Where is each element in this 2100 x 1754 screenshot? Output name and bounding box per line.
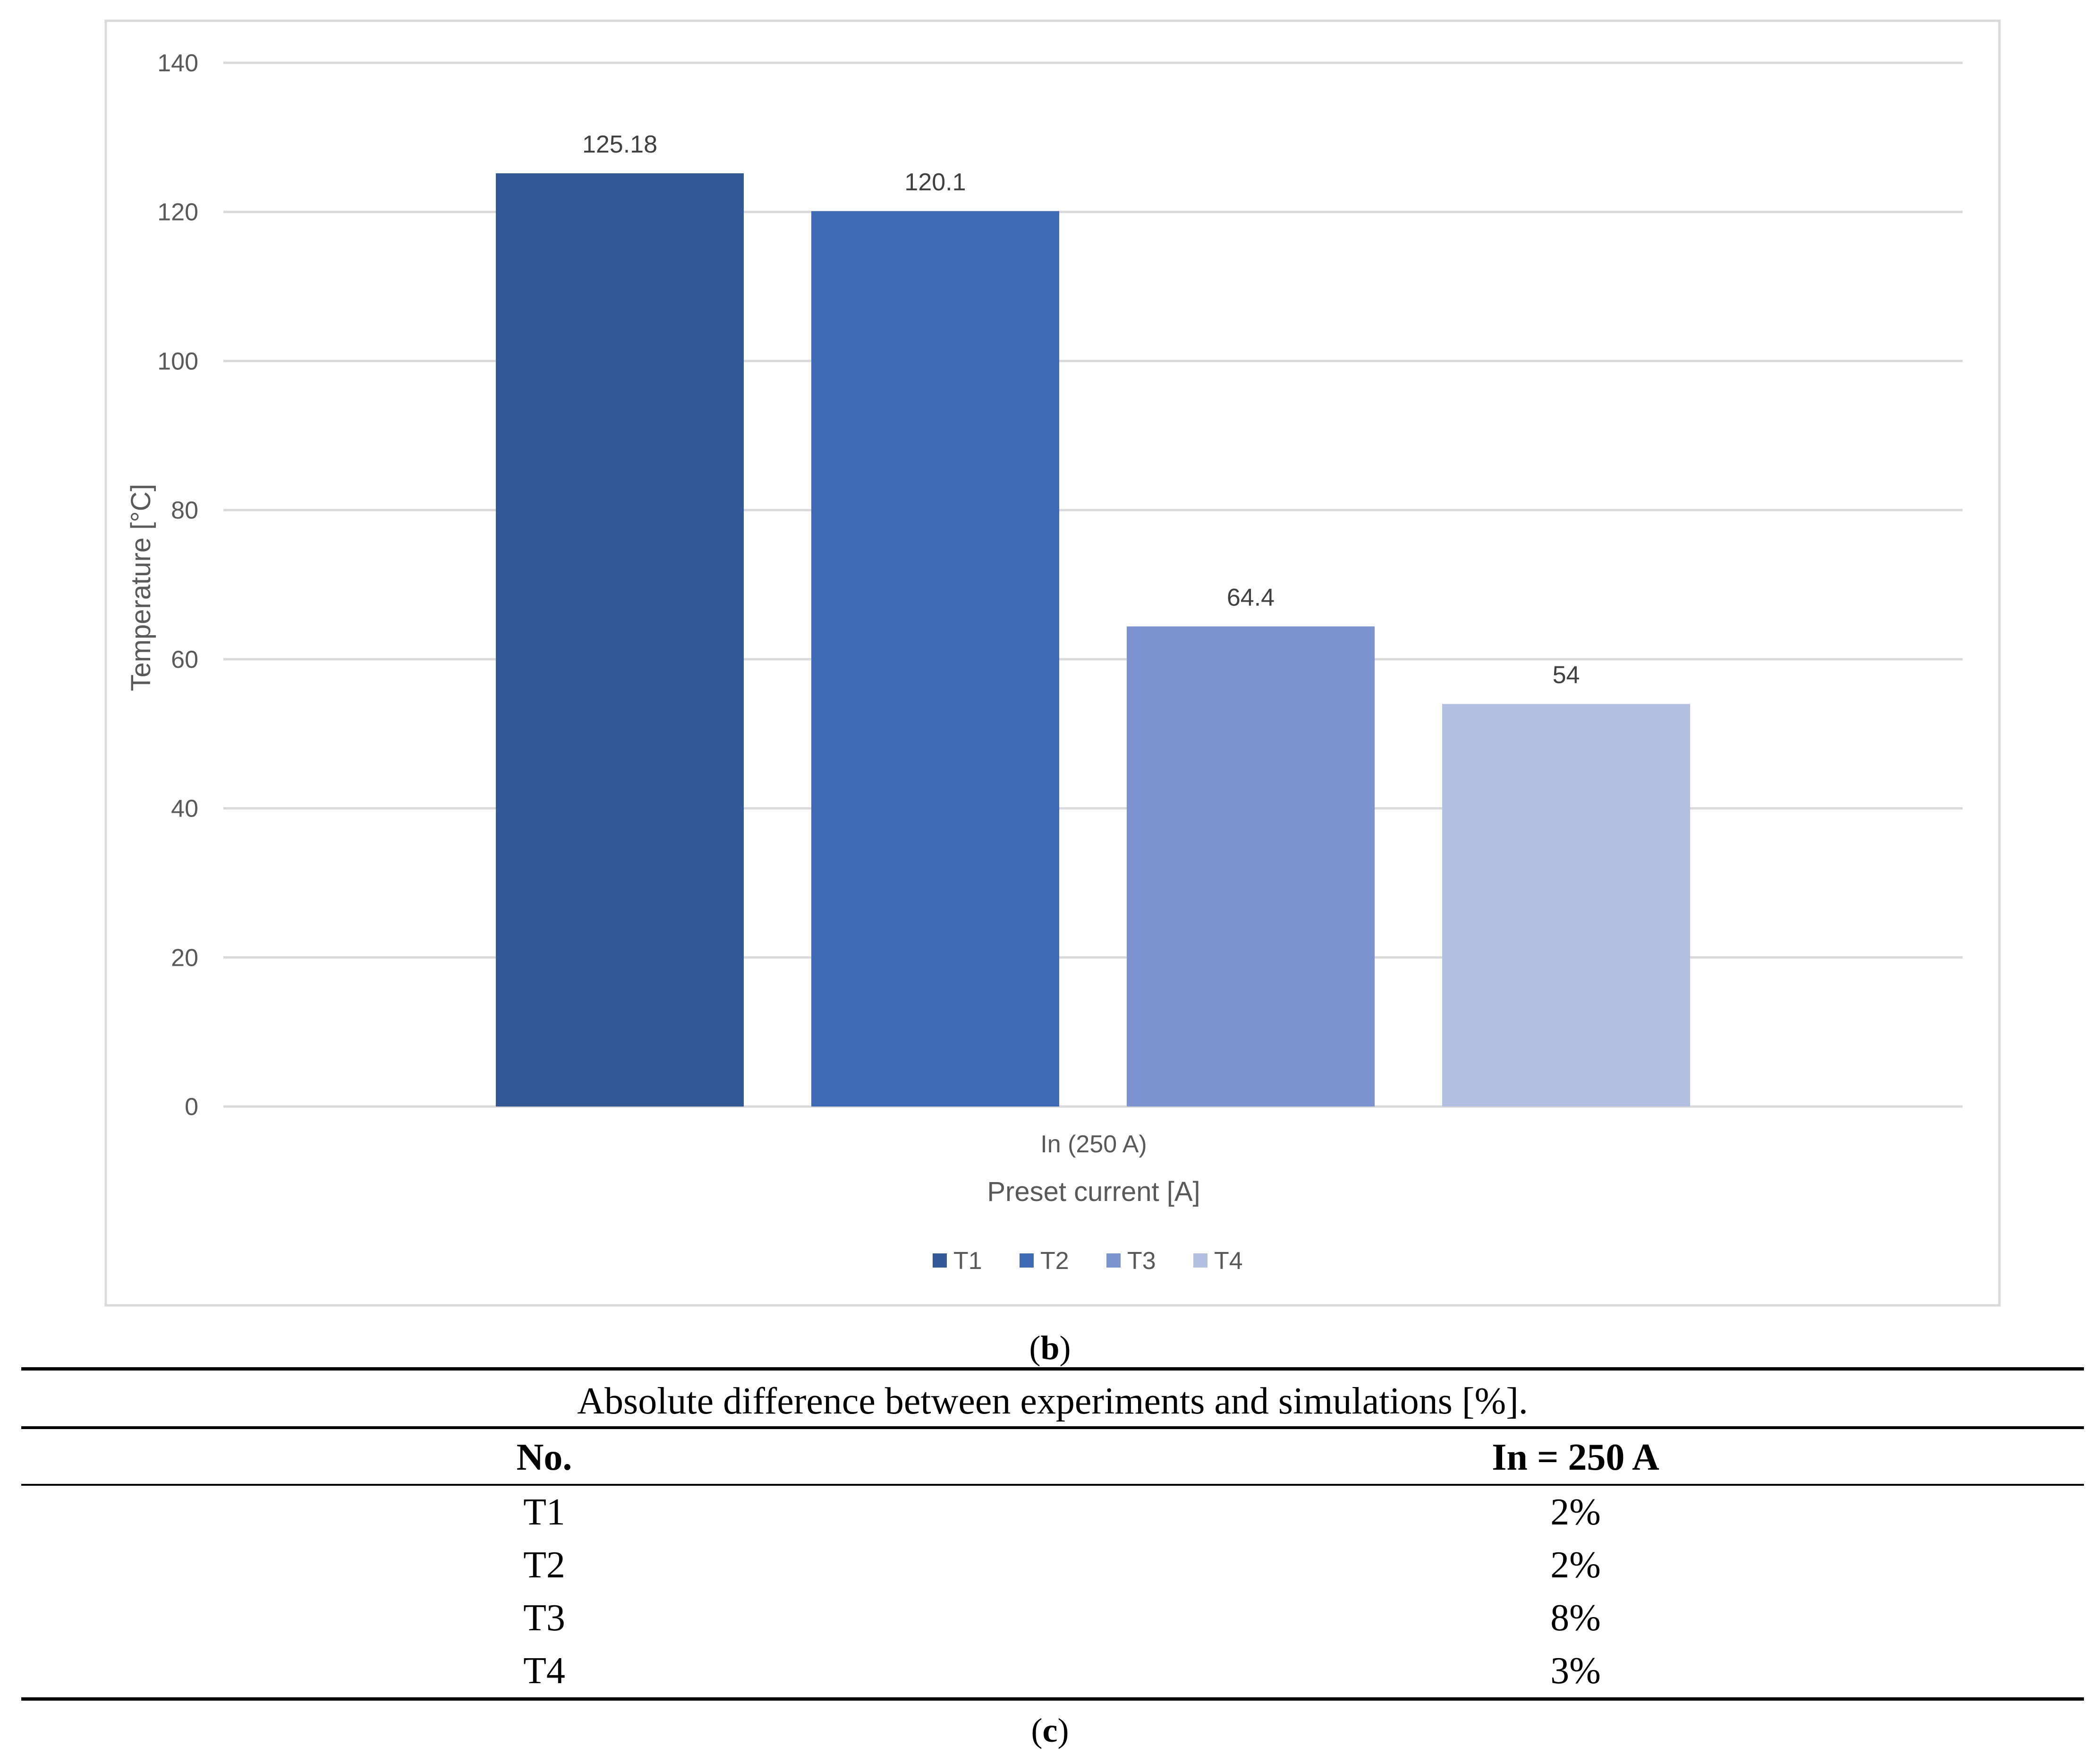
- chart-caption: (b): [1029, 1329, 1071, 1367]
- legend-swatch: [1020, 1253, 1034, 1268]
- data-label: 125.18: [582, 131, 657, 158]
- legend-swatch: [1193, 1253, 1207, 1268]
- bar-t1: [496, 173, 744, 1107]
- data-label: 64.4: [1227, 584, 1275, 611]
- chart-caption-letter: b: [1040, 1329, 1060, 1367]
- bar-t4: [1442, 704, 1690, 1107]
- legend-label: T1: [953, 1247, 982, 1275]
- y-tick-label: 0: [185, 1093, 198, 1121]
- bars: [496, 173, 1690, 1107]
- y-tick-label: 120: [157, 199, 198, 226]
- legend-swatch: [1106, 1253, 1121, 1268]
- table-row: T1 2%: [21, 1486, 2084, 1539]
- legend-label: T3: [1127, 1247, 1156, 1275]
- data-label: 120.1: [904, 169, 966, 196]
- table-caption-letter: c: [1042, 1711, 1058, 1749]
- legend: T1 T2 T3 T4: [933, 1247, 1243, 1275]
- table-header-row: No. In = 250 A: [21, 1431, 2084, 1484]
- table-row: T3 8%: [21, 1592, 2084, 1644]
- table-cell: T1: [523, 1491, 565, 1533]
- data-labels: 125.18 120.1 64.4 54: [582, 131, 1580, 689]
- table-cell: T3: [523, 1597, 565, 1639]
- y-tick-label: 20: [171, 944, 198, 971]
- table-header-cell: No.: [516, 1437, 572, 1478]
- legend-label: T4: [1214, 1247, 1243, 1275]
- bar-chart: 0 20 40 60 80 100 120 140 125.18 120.1 64.4 54 In …: [104, 19, 2001, 1307]
- x-tick-label: In (250 A): [1040, 1131, 1147, 1158]
- table-row: T2 2%: [21, 1539, 2084, 1592]
- table-cell: T4: [523, 1650, 565, 1692]
- data-label: 54: [1553, 662, 1580, 689]
- table-cell: 2%: [1550, 1491, 1601, 1533]
- table-cell: 2%: [1550, 1544, 1601, 1586]
- y-tick-label: 100: [157, 348, 198, 375]
- table-title-rule: [21, 1426, 2084, 1429]
- table-row: T4 3%: [21, 1644, 2084, 1697]
- y-tick-labels: 0 20 40 60 80 100 120 140: [157, 50, 198, 1121]
- bar-t3: [1127, 626, 1375, 1107]
- table-cell: 8%: [1550, 1597, 1601, 1639]
- y-tick-label: 140: [157, 50, 198, 77]
- table-bottom-rule: [21, 1697, 2084, 1701]
- x-axis-title: Preset current [A]: [987, 1176, 1200, 1207]
- y-tick-label: 80: [171, 497, 198, 524]
- y-tick-label: 40: [171, 795, 198, 823]
- table-title: Absolute difference between experiments …: [577, 1380, 1528, 1422]
- table-header-rule: [21, 1484, 2084, 1486]
- table-cell: T2: [523, 1544, 565, 1586]
- table-header-cell: In = 250 A: [1492, 1437, 1659, 1478]
- y-tick-label: 60: [171, 646, 198, 673]
- legend-label: T2: [1040, 1247, 1069, 1275]
- legend-swatch: [933, 1253, 947, 1268]
- bar-t2: [811, 211, 1059, 1107]
- y-axis-title: Temperature [°C]: [126, 484, 156, 691]
- table-top-rule: [21, 1367, 2084, 1371]
- table-cell: 3%: [1550, 1650, 1601, 1692]
- table-caption: (c): [1031, 1711, 1069, 1749]
